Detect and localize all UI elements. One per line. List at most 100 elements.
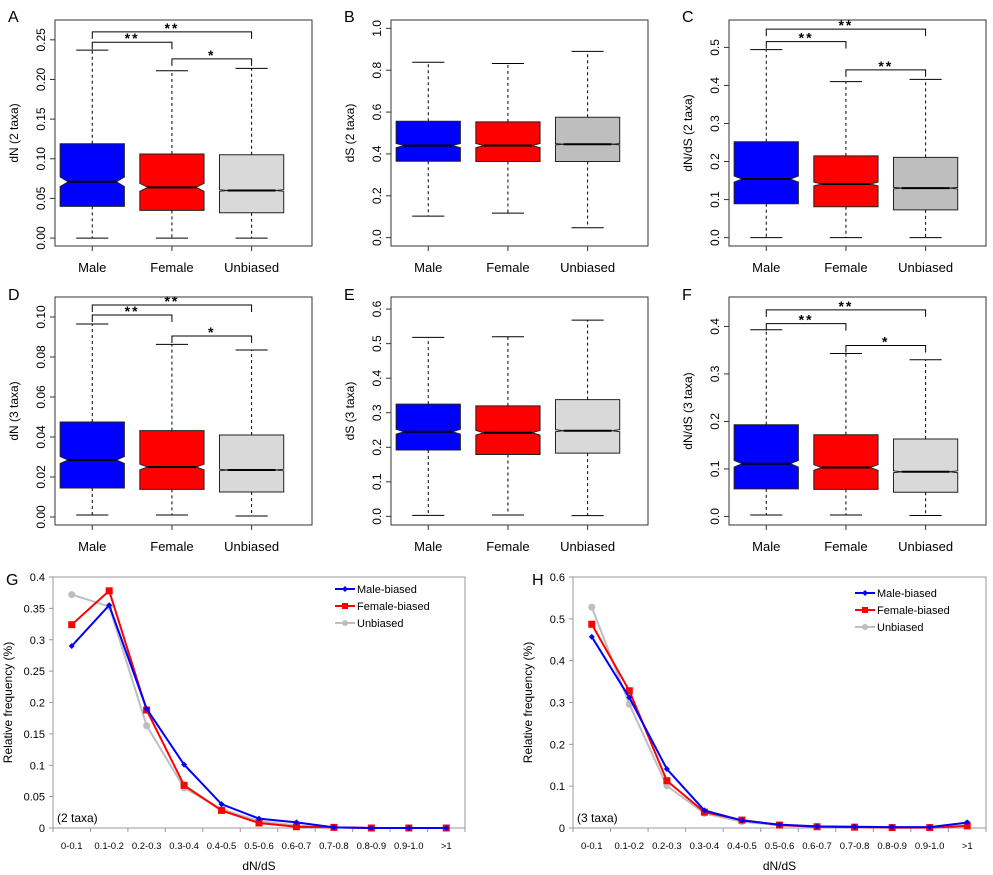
taxa-annotation: (3 taxa) [577, 811, 618, 825]
y-axis-label: Relative frequency (%) [521, 642, 535, 763]
x-tick-label: 0-0.1 [581, 841, 603, 852]
data-point [143, 722, 151, 730]
box-body [139, 430, 205, 490]
panel-e: E 0.0 0.1 0.2 0.3 0.4 0.5 0.6 dS (3 taxa) Male Fem… [343, 287, 649, 554]
y-axis-label: dN/dS (3 taxa) [681, 372, 695, 449]
y-tick-label: 0.02 [34, 465, 48, 489]
significance-stars: * [208, 47, 215, 63]
y-tick-label: 0.1 [708, 191, 722, 208]
y-tick-label: 0.2 [708, 413, 722, 430]
series-line [590, 606, 968, 829]
significance-bracket: * [171, 324, 253, 343]
series-female-biased [588, 620, 971, 832]
y-tick-label: 0.0 [370, 508, 384, 525]
panel-g: G 0 0.05 0.1 0.15 0.2 0.25 0.3 0.35 0.4 0-0.1 0.1-0… [1, 572, 466, 873]
x-tick-label: Female [824, 539, 867, 554]
x-tick-label: Unbiased [560, 260, 615, 275]
series-unbiased [588, 603, 971, 832]
significance-stars: ** [125, 30, 140, 46]
y-tick-label: 0.1 [708, 460, 722, 477]
panel-b: B 0.0 0.2 0.4 0.6 0.8 1.0 dS (2 taxa) Male Female… [343, 9, 649, 275]
panel-label: H [532, 572, 544, 589]
y-tick-label: 0.8 [370, 62, 384, 79]
y-tick-label: 0.2 [30, 698, 45, 710]
y-tick-label: 0.4 [550, 656, 565, 668]
box-male [733, 329, 799, 516]
significance-stars: ** [164, 293, 179, 309]
data-point [143, 705, 150, 712]
y-tick-label: 0.04 [34, 425, 48, 449]
x-tick-label: 0.9-1.0 [394, 841, 424, 852]
x-tick-label: Male [78, 260, 106, 275]
box-body [395, 403, 461, 451]
data-point [738, 817, 745, 824]
data-point [181, 761, 188, 768]
data-point [889, 824, 896, 831]
y-axis-label: dS (2 taxa) [343, 104, 357, 163]
data-point [68, 621, 76, 629]
x-tick-label: 0.4-0.5 [207, 841, 237, 852]
y-axis-label: Relative frequency (%) [1, 642, 15, 763]
legend-label: Unbiased [877, 622, 923, 634]
bracket-line [765, 41, 847, 49]
box-body [733, 141, 799, 205]
legend-marker [342, 603, 348, 609]
box-body [59, 421, 125, 489]
significance-stars: ** [838, 17, 853, 33]
data-point [626, 694, 633, 701]
x-tick-label: 0.2-0.3 [132, 841, 162, 852]
data-point [218, 806, 226, 814]
data-point [443, 825, 450, 831]
data-point [292, 823, 300, 831]
x-tick-label: 0-0.1 [61, 841, 83, 852]
box-female [475, 336, 541, 516]
plot-frame [728, 19, 987, 247]
y-tick-label: 0.00 [34, 505, 48, 529]
x-tick-label: Male [414, 260, 442, 275]
legend-label: Unbiased [357, 618, 403, 630]
x-tick-label: 0.4-0.5 [727, 841, 757, 852]
box-body [733, 424, 799, 490]
significance-bracket: ** [765, 298, 927, 317]
data-point [663, 766, 670, 773]
y-tick-label: 0.10 [34, 147, 48, 171]
bracket-line [765, 323, 847, 331]
box-unbiased [554, 319, 621, 517]
panel-label: A [8, 9, 19, 26]
panel-h: H 0 0.1 0.2 0.3 0.4 0.5 0.6 0-0.1 0.1-0.2 0.2-0.3 0… [521, 572, 987, 873]
plot-border [573, 576, 987, 828]
y-tick-label: 0.1 [550, 781, 565, 793]
x-tick-label: Male [752, 260, 780, 275]
data-point [368, 825, 375, 831]
significance-stars: * [208, 324, 215, 340]
plot-frame [390, 296, 649, 526]
y-tick-label: 0 [559, 823, 565, 835]
panel-label: B [344, 9, 355, 26]
legend-marker [342, 586, 348, 592]
x-tick-label: 0.6-0.7 [282, 841, 312, 852]
box-unbiased [218, 349, 285, 517]
legend-label: Male-biased [357, 584, 417, 596]
y-tick-label: 0.0 [708, 229, 722, 246]
box-male [59, 323, 125, 516]
x-tick-label: Female [824, 260, 867, 275]
plot-frame [54, 19, 313, 247]
series-line [590, 636, 968, 829]
y-tick-label: 0.2 [370, 187, 384, 204]
significance-bracket: ** [845, 58, 927, 77]
box-body [218, 154, 285, 214]
y-tick-label: 0.35 [24, 603, 45, 615]
significance-bracket: ** [765, 17, 927, 37]
significance-stars: ** [799, 30, 814, 46]
plot-frame [54, 296, 313, 526]
data-point [588, 620, 596, 628]
panel-a: A 0.00 0.05 0.10 0.15 0.20 0.25 dN (2 taxa) Male… [7, 9, 313, 275]
data-point [68, 591, 76, 599]
box-body [554, 399, 621, 454]
box-female [475, 63, 541, 214]
box-female [813, 353, 879, 516]
legend-marker [342, 620, 348, 626]
panel-label: D [8, 287, 20, 304]
x-tick-label: 0.3-0.4 [690, 841, 720, 852]
data-point [588, 603, 596, 611]
